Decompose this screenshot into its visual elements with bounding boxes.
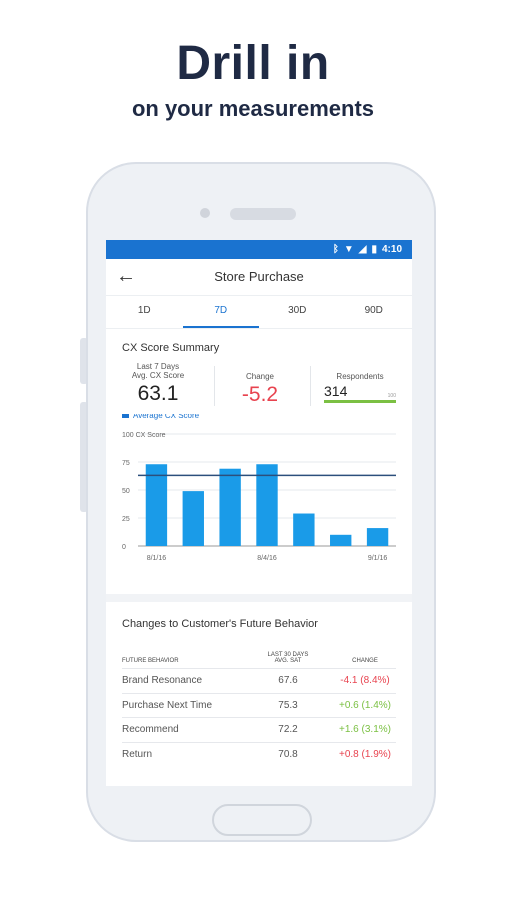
behavior-name: Return [122,748,153,760]
period-tabs: 1D 7D 30D 90D [106,296,412,329]
behavior-table: Changes to Customer's Future Behavior FU… [122,618,396,766]
status-bar: ᛒ ▼ ◢ ▮ 4:10 [106,240,412,259]
cx-score-chart: Average CX Score 100 CX Score 75 50 25 0 8/1/1… [122,414,396,562]
table-row[interactable]: Brand Resonance 67.6 -4.1 (8.4%) [122,669,396,694]
x-tick-label: 8/1/16 [147,555,167,562]
y-tick-label: 75 [122,460,130,467]
behavior-change: -4.1 (8.4%) [340,675,390,687]
behavior-table-title: Changes to Customer's Future Behavior [122,618,318,630]
legend-label: Average CX Score [133,414,200,420]
behavior-change: +0.6 (1.4%) [339,699,391,711]
chart-bar [366,528,389,546]
app-header: ← Store Purchase [106,259,412,296]
x-tick-label: 8/4/16 [257,555,277,562]
promo-headline: Drill in [176,37,330,90]
table-row[interactable]: Return 70.8 +0.8 (1.9%) [122,743,396,767]
behavior-avg: 70.8 [278,748,298,760]
chart-bar [145,464,168,546]
cx-summary-card: CX Score Summary Last 7 Days Avg. CX Sco… [106,330,412,592]
tab-30d[interactable]: 30D [288,305,307,316]
back-arrow-icon[interactable]: ← [116,265,136,287]
phone-speaker [230,208,296,220]
y-tick-label: 25 [122,516,130,523]
behavior-avg: 72.2 [278,724,298,736]
phone-volume-button [80,338,88,384]
respondents-progress [324,400,396,403]
respondents-value: 314 [324,383,348,399]
behavior-change: +0.8 (1.9%) [339,748,391,760]
chart-bar [330,534,352,546]
y-tick-label: 50 [122,488,130,495]
behavior-name: Purchase Next Time [122,699,213,711]
change-metric: Change -5.2 [218,372,302,407]
phone-power-button [80,402,88,512]
change-label: Change [245,372,275,381]
chart-bar [293,513,315,546]
promo-subheadline: on your measurements [131,96,375,121]
tab-7d[interactable]: 7D [182,296,259,328]
section-divider [106,594,412,602]
app-screen: ᛒ ▼ ◢ ▮ 4:10 ← Store Purchase 1D 7D 30D … [106,240,412,786]
col-header-avg-line2: AVG. SAT [274,658,302,664]
signal-icon: ◢ [358,244,367,255]
avg-cx-label-1: Last 7 Days [136,362,180,371]
col-header-avg-line1: LAST 30 DAYS [267,652,309,658]
wifi-icon: ▼ [343,244,354,255]
y-tick-label: 0 [122,544,126,551]
chart-bar [182,491,204,546]
y-tick-label: 100 CX Score [122,432,166,439]
table-row[interactable]: Recommend 72.2 +1.6 (3.1%) [122,718,396,743]
respondents-metric: Respondents 314 100 [324,372,396,403]
metric-divider [310,366,311,406]
behavior-table-header: FUTURE BEHAVIOR LAST 30 DAYS AVG. SAT CH… [122,644,396,669]
col-header-change: CHANGE [352,658,378,664]
avg-cx-metric: Last 7 Days Avg. CX Score 63.1 [118,362,198,406]
status-time: 4:10 [381,244,402,255]
col-header-behavior: FUTURE BEHAVIOR [122,658,179,664]
battery-icon: ▮ [371,244,377,255]
x-tick-label: 9/1/16 [368,555,388,562]
behavior-avg: 75.3 [278,699,298,711]
col-header-avg: LAST 30 DAYS AVG. SAT [242,652,334,664]
respondents-label: Respondents [336,372,384,381]
change-value: -5.2 [241,383,279,406]
home-button[interactable] [212,804,312,836]
table-row[interactable]: Purchase Next Time 75.3 +0.6 (1.4%) [122,694,396,718]
behavior-change: +1.6 (3.1%) [339,724,391,736]
metric-divider [214,366,215,406]
behavior-name: Recommend [122,724,179,736]
avg-cx-label-2: Avg. CX Score [131,371,185,380]
tab-90d[interactable]: 90D [364,305,383,316]
avg-cx-value: 63.1 [137,382,179,405]
chart-bar [256,464,278,546]
legend-swatch [122,414,129,418]
bluetooth-icon: ᛒ [332,244,339,255]
tab-1d[interactable]: 1D [137,305,151,316]
chart-bar [219,468,241,546]
behavior-avg: 67.6 [278,675,298,687]
behavior-name: Brand Resonance [122,675,203,687]
front-camera [200,208,210,218]
page-title: Store Purchase [214,269,304,284]
cx-summary-title: CX Score Summary [122,342,220,354]
respondents-suffix: 100 [387,393,396,399]
